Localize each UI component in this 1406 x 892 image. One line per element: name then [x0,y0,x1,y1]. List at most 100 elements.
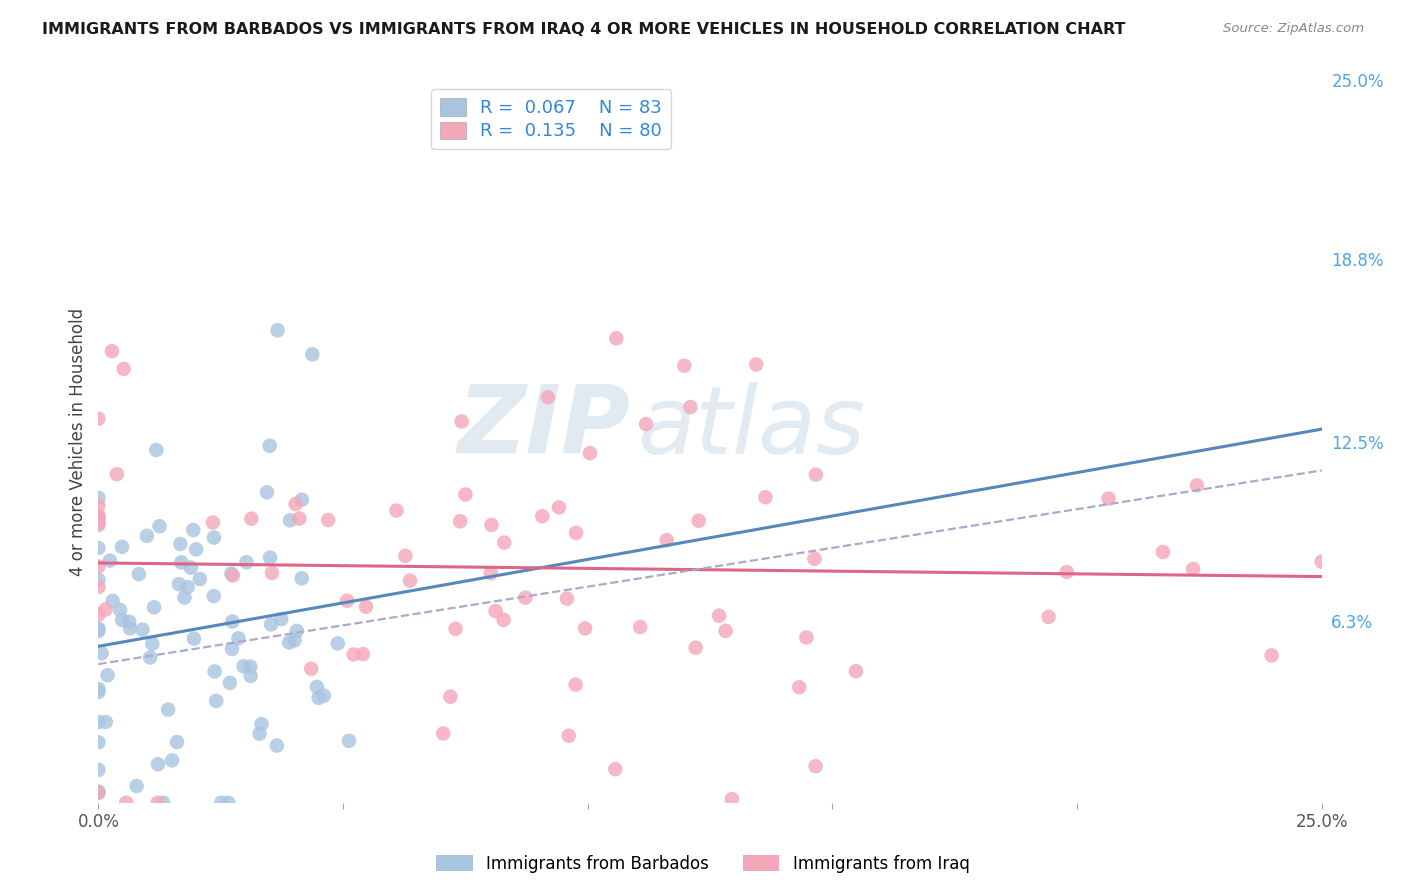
Legend: Immigrants from Barbados, Immigrants from Iraq: Immigrants from Barbados, Immigrants fro… [430,848,976,880]
Point [439,690,461,704]
Point [101,344,124,359]
Point [146,796,169,810]
Point [240,511,263,525]
Point [87,785,110,799]
Point [515,591,537,605]
Point [259,550,281,565]
Point [87,685,110,699]
Point [1310,555,1333,569]
Point [94,714,117,729]
Point [305,680,328,694]
Point [87,573,110,587]
Point [714,624,737,638]
Point [284,633,307,648]
Point [803,551,825,566]
Point [87,624,110,638]
Point [101,594,124,608]
Point [804,759,827,773]
Point [87,541,110,555]
Point [548,500,571,515]
Legend: R =  0.067    N = 83, R =  0.135    N = 80: R = 0.067 N = 83, R = 0.135 N = 80 [432,89,671,150]
Point [97,668,120,682]
Point [181,523,204,537]
Point [87,499,110,513]
Point [239,669,262,683]
Point [707,608,730,623]
Point [804,467,827,482]
Point [288,511,311,525]
Point [239,659,262,673]
Point [235,555,257,569]
Point [605,331,627,345]
Point [98,554,121,568]
Point [484,604,506,618]
Point [218,676,240,690]
Point [226,632,249,646]
Point [221,615,243,629]
Point [1182,562,1205,576]
Point [221,642,243,657]
Point [167,577,190,591]
Point [636,417,658,431]
Point [105,467,128,482]
Point [1056,565,1078,579]
Point [157,702,180,716]
Point [565,525,588,540]
Point [673,359,696,373]
Text: IMMIGRANTS FROM BARBADOS VS IMMIGRANTS FROM IRAQ 4 OR MORE VEHICLES IN HOUSEHOLD: IMMIGRANTS FROM BARBADOS VS IMMIGRANTS F… [42,22,1126,37]
Point [450,414,472,428]
Point [1260,648,1282,663]
Point [141,637,163,651]
Point [87,511,110,525]
Point [291,492,314,507]
Point [139,650,162,665]
Point [152,796,174,810]
Point [655,533,678,548]
Point [679,400,702,414]
Point [202,589,225,603]
Point [173,591,195,605]
Point [118,621,141,635]
Point [266,323,288,337]
Point [754,490,776,504]
Point [87,508,110,523]
Point [180,560,202,574]
Point [278,635,301,649]
Point [87,622,110,636]
Point [250,717,273,731]
Point [108,603,131,617]
Point [209,796,232,810]
Point [232,659,254,673]
Point [685,640,707,655]
Point [87,715,110,730]
Point [336,593,359,607]
Point [312,689,335,703]
Point [87,517,110,532]
Point [146,757,169,772]
Point [326,636,349,650]
Point [87,735,110,749]
Y-axis label: 4 or more Vehicles in Household: 4 or more Vehicles in Household [69,308,87,575]
Point [444,622,467,636]
Point [87,785,110,799]
Point [260,566,283,580]
Point [115,796,138,810]
Point [1185,478,1208,492]
Point [270,612,292,626]
Point [299,662,322,676]
Point [145,442,167,457]
Point [531,509,554,524]
Point [160,753,183,767]
Point [845,665,868,679]
Point [352,647,374,661]
Point [628,620,651,634]
Point [454,487,477,501]
Point [787,680,810,694]
Point [87,681,110,696]
Point [354,599,377,614]
Point [148,519,170,533]
Point [202,531,225,545]
Point [394,549,416,563]
Point [176,580,198,594]
Text: ZIP: ZIP [457,381,630,473]
